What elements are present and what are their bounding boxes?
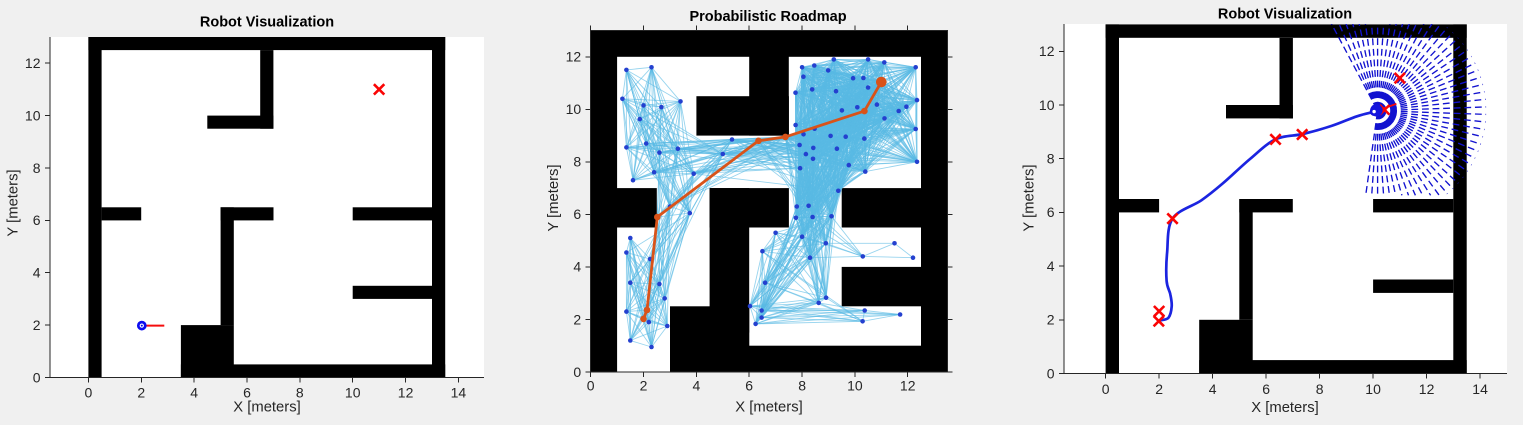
svg-text:0: 0: [33, 369, 41, 385]
svg-text:0: 0: [85, 385, 93, 401]
svg-text:10: 10: [25, 107, 41, 123]
svg-text:12: 12: [398, 385, 414, 401]
svg-text:12: 12: [900, 378, 916, 394]
svg-text:10: 10: [1039, 97, 1055, 113]
svg-text:4: 4: [693, 378, 701, 394]
svg-text:0: 0: [1047, 365, 1055, 381]
svg-text:Y [meters]: Y [meters]: [6, 169, 22, 236]
svg-text:2: 2: [137, 385, 145, 401]
svg-text:6: 6: [745, 378, 753, 394]
svg-text:10: 10: [847, 378, 863, 394]
svg-text:14: 14: [1472, 381, 1488, 397]
svg-text:Robot Visualization: Robot Visualization: [200, 15, 334, 31]
svg-text:2: 2: [640, 378, 648, 394]
svg-text:14: 14: [451, 385, 467, 401]
svg-text:X [meters]: X [meters]: [735, 400, 802, 416]
svg-text:4: 4: [573, 259, 581, 275]
svg-text:6: 6: [573, 206, 581, 222]
svg-text:4: 4: [33, 265, 41, 281]
svg-text:8: 8: [1047, 151, 1055, 167]
svg-text:6: 6: [243, 385, 251, 401]
svg-text:8: 8: [296, 385, 304, 401]
svg-text:4: 4: [190, 385, 198, 401]
svg-text:12: 12: [1039, 43, 1055, 59]
svg-text:10: 10: [1365, 381, 1381, 397]
svg-text:12: 12: [25, 55, 41, 71]
svg-text:4: 4: [1209, 381, 1217, 397]
svg-text:Robot Visualization: Robot Visualization: [1218, 7, 1352, 23]
svg-text:Y [meters]: Y [meters]: [1022, 164, 1038, 231]
svg-text:12: 12: [566, 49, 582, 65]
svg-text:4: 4: [1047, 258, 1055, 274]
svg-text:2: 2: [33, 317, 41, 333]
svg-text:X [meters]: X [meters]: [233, 400, 300, 416]
svg-text:6: 6: [33, 212, 41, 228]
svg-text:0: 0: [573, 364, 581, 380]
svg-text:10: 10: [566, 101, 582, 117]
svg-text:6: 6: [1262, 381, 1270, 397]
svg-text:6: 6: [1047, 204, 1055, 220]
svg-text:0: 0: [587, 378, 595, 394]
svg-text:2: 2: [1155, 381, 1163, 397]
svg-text:8: 8: [33, 160, 41, 176]
svg-text:Probabilistic Roadmap: Probabilistic Roadmap: [689, 9, 846, 25]
svg-text:2: 2: [573, 311, 581, 327]
svg-text:2: 2: [1047, 312, 1055, 328]
svg-text:8: 8: [573, 154, 581, 170]
svg-text:0: 0: [1102, 381, 1110, 397]
svg-text:8: 8: [1316, 381, 1324, 397]
svg-text:Y [meters]: Y [meters]: [546, 164, 562, 231]
svg-text:8: 8: [798, 378, 806, 394]
svg-text:X [meters]: X [meters]: [1251, 400, 1318, 416]
svg-text:12: 12: [1419, 381, 1435, 397]
svg-text:10: 10: [345, 385, 361, 401]
